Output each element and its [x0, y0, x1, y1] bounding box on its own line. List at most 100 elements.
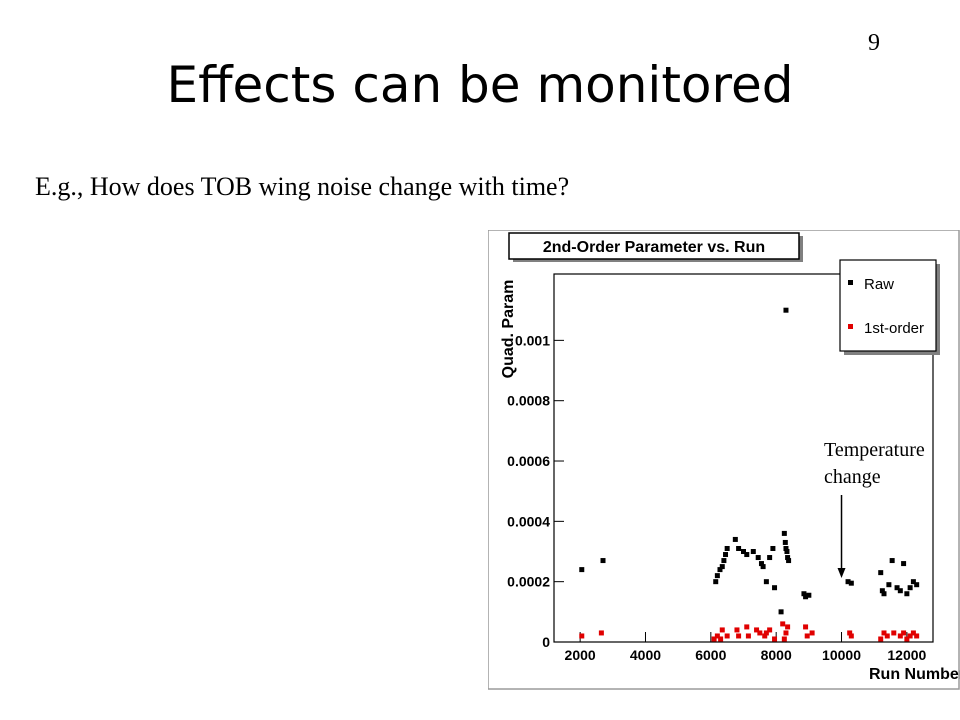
point-raw — [783, 307, 789, 313]
slide-subtitle: E.g., How does TOB wing noise change wit… — [35, 172, 570, 201]
point-1st-order — [785, 624, 791, 630]
y-tick-label: 0 — [542, 634, 550, 650]
data-points — [579, 307, 920, 642]
legend-marker-raw — [848, 280, 853, 285]
point-raw — [732, 536, 738, 542]
point-1st-order — [757, 630, 763, 636]
point-1st-order — [804, 633, 810, 639]
point-1st-order — [714, 633, 720, 639]
point-raw — [845, 579, 851, 585]
point-raw — [772, 585, 778, 591]
y-axis-label: Quad. Param — [500, 280, 517, 379]
chart-title-box — [508, 232, 800, 260]
point-1st-order — [745, 633, 751, 639]
point-1st-order — [901, 630, 907, 636]
annotation-line-2: change — [824, 466, 881, 488]
point-raw — [770, 545, 776, 551]
point-1st-order — [910, 630, 916, 636]
point-raw — [721, 558, 727, 564]
point-raw — [760, 564, 766, 570]
annotation-text: Temperature change — [824, 437, 925, 491]
legend-label-1st-order: 1st-order — [864, 320, 924, 337]
point-raw — [889, 558, 895, 564]
point-1st-order — [736, 633, 742, 639]
y-tick-label: 0.0002 — [507, 574, 550, 590]
y-tick-label: 0.0008 — [507, 393, 550, 409]
point-raw — [806, 592, 812, 598]
y-axis: 0 0.0002 0.0004 0.0006 0.0008 0.001 — [507, 332, 564, 650]
point-1st-order — [884, 633, 890, 639]
point-raw — [783, 545, 789, 551]
x-tick-label: 6000 — [695, 647, 726, 663]
legend-box — [839, 259, 937, 352]
point-raw — [755, 555, 761, 561]
point-1st-order — [711, 636, 717, 642]
point-raw — [886, 582, 892, 588]
x-tick-label: 4000 — [630, 647, 661, 663]
plot-frame — [553, 273, 934, 643]
point-1st-order — [907, 633, 913, 639]
point-raw — [713, 579, 719, 585]
point-1st-order — [724, 633, 730, 639]
point-raw — [785, 555, 791, 561]
point-raw — [741, 549, 746, 555]
point-1st-order — [891, 630, 897, 636]
point-1st-order — [847, 630, 853, 636]
point-raw — [901, 561, 907, 567]
point-1st-order — [881, 630, 887, 636]
x-axis: 2000 4000 6000 8000 10000 12000 — [565, 632, 927, 663]
point-raw — [803, 594, 809, 600]
point-raw — [910, 579, 916, 585]
point-raw — [897, 588, 903, 594]
annotation-arrow-head — [837, 568, 846, 578]
point-1st-order — [718, 636, 724, 642]
point-raw — [781, 530, 787, 536]
point-1st-order — [783, 630, 789, 636]
point-raw — [894, 585, 900, 591]
point-raw — [914, 582, 920, 588]
point-1st-order — [781, 636, 787, 642]
point-raw — [600, 558, 606, 564]
point-raw — [881, 591, 887, 597]
point-raw — [717, 567, 723, 573]
chart-title: 2nd-Order Parameter vs. Run — [543, 239, 765, 256]
point-raw — [907, 585, 913, 591]
point-raw — [784, 549, 790, 555]
point-1st-order — [848, 633, 854, 639]
point-raw — [723, 552, 729, 558]
point-1st-order — [744, 624, 750, 630]
point-1st-order — [598, 630, 604, 636]
point-1st-order — [897, 633, 903, 639]
point-1st-order — [762, 633, 768, 639]
y-tick-label: 0.001 — [515, 332, 550, 348]
point-1st-order — [772, 636, 778, 642]
point-1st-order — [767, 627, 773, 633]
point-1st-order — [763, 630, 769, 636]
x-tick-label: 8000 — [761, 647, 792, 663]
point-1st-order — [579, 633, 585, 639]
point-1st-order — [780, 621, 786, 627]
point-raw — [750, 549, 756, 555]
slide-number: 9 — [868, 30, 880, 56]
point-raw — [758, 561, 764, 567]
legend-marker-1st-order — [848, 324, 853, 329]
point-raw — [878, 570, 884, 576]
x-tick-label: 2000 — [565, 647, 596, 663]
y-tick-label: 0.0006 — [507, 453, 550, 469]
annotation-line-1: Temperature — [824, 439, 925, 461]
x-axis-label: Run Number — [869, 666, 960, 683]
point-raw — [848, 580, 854, 586]
point-1st-order — [754, 627, 760, 633]
point-raw — [736, 545, 742, 551]
point-1st-order — [719, 627, 725, 633]
point-raw — [801, 591, 807, 597]
point-1st-order — [904, 636, 910, 642]
point-raw — [767, 555, 773, 561]
point-raw — [744, 552, 750, 558]
x-tick-label: 12000 — [887, 647, 926, 663]
slide-title: Effects can be monitored — [166, 56, 794, 114]
point-raw — [724, 545, 730, 551]
point-raw — [579, 567, 585, 573]
scatter-plot: 2nd-Order Parameter vs. Run 0 0.0002 0.000… — [488, 230, 960, 690]
point-1st-order — [878, 636, 884, 642]
